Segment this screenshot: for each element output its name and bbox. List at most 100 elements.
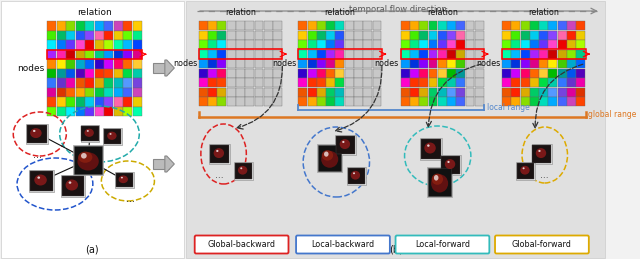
FancyBboxPatch shape xyxy=(195,235,289,254)
Bar xyxy=(255,21,264,31)
Bar xyxy=(466,59,474,68)
Bar xyxy=(317,69,326,78)
Text: Local-forward: Local-forward xyxy=(415,240,470,249)
Bar xyxy=(567,59,576,68)
Bar xyxy=(456,78,465,87)
Bar xyxy=(410,40,419,49)
Ellipse shape xyxy=(118,175,128,183)
Bar xyxy=(364,97,372,106)
Bar xyxy=(227,69,236,78)
Bar xyxy=(208,78,217,87)
Bar xyxy=(438,59,447,68)
Bar xyxy=(218,88,227,97)
Bar xyxy=(548,69,557,78)
Bar xyxy=(410,31,419,40)
Bar xyxy=(132,69,141,78)
Bar xyxy=(530,97,539,106)
Bar xyxy=(530,31,539,40)
Bar xyxy=(115,172,134,188)
Bar xyxy=(245,50,254,59)
Bar xyxy=(429,97,437,106)
Bar xyxy=(539,31,548,40)
Bar xyxy=(76,50,85,59)
Bar xyxy=(255,97,264,106)
Bar xyxy=(199,97,208,106)
Bar xyxy=(335,31,344,40)
Bar xyxy=(447,78,456,87)
Text: nodes: nodes xyxy=(17,64,45,73)
Bar xyxy=(298,49,382,59)
Bar xyxy=(429,31,437,40)
Bar xyxy=(475,78,484,87)
Ellipse shape xyxy=(536,148,546,158)
Bar xyxy=(47,21,56,31)
Bar xyxy=(438,88,447,97)
Bar xyxy=(61,176,84,196)
Bar xyxy=(410,69,419,78)
Bar xyxy=(95,78,104,88)
Bar xyxy=(47,49,142,59)
Bar xyxy=(517,163,534,179)
Bar xyxy=(447,40,456,49)
Bar xyxy=(317,50,326,59)
Bar xyxy=(511,88,520,97)
Bar xyxy=(447,31,456,40)
Bar xyxy=(26,125,47,143)
Ellipse shape xyxy=(30,128,42,138)
Ellipse shape xyxy=(324,152,328,157)
Bar xyxy=(521,97,529,106)
Text: Global-backward: Global-backward xyxy=(207,240,276,249)
Bar xyxy=(227,88,236,97)
Bar xyxy=(67,21,76,31)
Bar xyxy=(123,69,132,78)
Bar xyxy=(30,171,53,191)
Bar xyxy=(419,31,428,40)
Bar xyxy=(557,40,566,49)
Bar xyxy=(502,59,511,68)
Bar xyxy=(576,50,585,59)
Bar xyxy=(308,97,317,106)
Bar xyxy=(264,59,273,68)
Bar xyxy=(576,59,585,68)
Bar xyxy=(539,21,548,31)
Bar xyxy=(372,31,381,40)
Ellipse shape xyxy=(520,166,530,175)
Bar xyxy=(337,136,355,154)
Bar xyxy=(438,50,447,59)
Bar xyxy=(335,88,344,97)
Bar xyxy=(317,40,326,49)
Ellipse shape xyxy=(424,142,436,154)
Bar xyxy=(317,97,326,106)
Text: (b): (b) xyxy=(389,245,403,255)
Bar xyxy=(85,69,94,78)
Bar xyxy=(456,50,465,59)
Bar xyxy=(502,97,511,106)
Bar xyxy=(530,40,539,49)
Bar xyxy=(104,129,121,144)
Text: local range: local range xyxy=(487,103,530,112)
Bar xyxy=(114,40,123,49)
Bar xyxy=(516,162,535,180)
Bar xyxy=(401,49,484,59)
Bar xyxy=(567,78,576,87)
Bar xyxy=(345,50,354,59)
Bar xyxy=(236,40,245,49)
Bar xyxy=(345,97,354,106)
Bar xyxy=(81,125,99,142)
Bar xyxy=(85,50,94,59)
Bar xyxy=(475,50,484,59)
Bar xyxy=(264,50,273,59)
Bar xyxy=(298,50,307,59)
Ellipse shape xyxy=(340,139,350,149)
Bar xyxy=(85,59,94,68)
Bar xyxy=(47,50,56,59)
Bar xyxy=(132,50,141,59)
Bar xyxy=(57,31,66,40)
Bar xyxy=(335,50,344,59)
Bar xyxy=(308,50,317,59)
FancyBboxPatch shape xyxy=(396,235,490,254)
Bar xyxy=(364,21,372,31)
Bar xyxy=(326,88,335,97)
Bar xyxy=(154,159,169,169)
Bar xyxy=(511,50,520,59)
